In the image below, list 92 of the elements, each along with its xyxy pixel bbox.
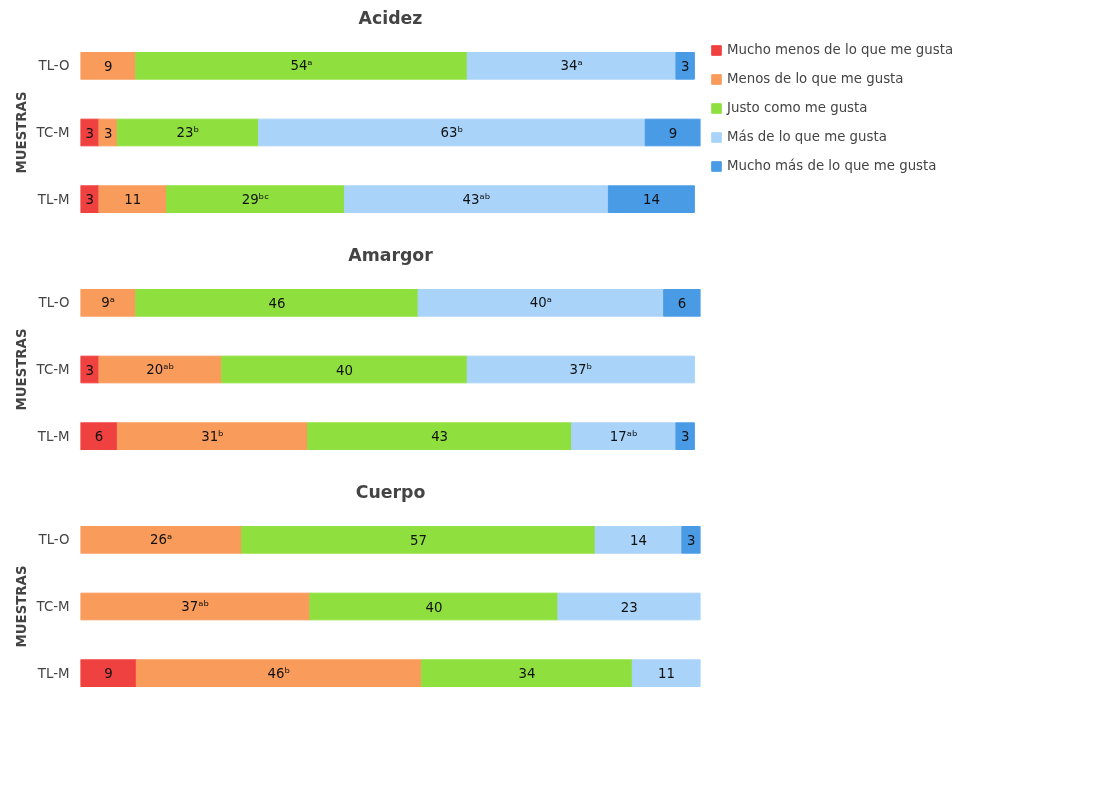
data-label: 11 bbox=[657, 666, 675, 682]
bar bbox=[343, 185, 609, 213]
y-axis-title: MUESTRAS bbox=[13, 565, 29, 648]
chart-title: Amargor bbox=[348, 244, 434, 265]
legend-label: Mucho más de lo que me gusta bbox=[727, 158, 937, 173]
legend-label: Menos de lo que me gusta bbox=[727, 71, 904, 86]
y-tick-label: TL-M bbox=[36, 665, 70, 681]
bar bbox=[221, 355, 468, 384]
bar bbox=[98, 185, 167, 213]
bar bbox=[417, 289, 665, 317]
bar bbox=[675, 422, 695, 450]
data-label: 40 bbox=[335, 362, 353, 378]
data-label: 3 bbox=[686, 532, 696, 548]
bar bbox=[165, 185, 345, 213]
bar bbox=[663, 289, 701, 317]
bar bbox=[80, 659, 137, 687]
data-label: 34 bbox=[518, 666, 536, 682]
bar bbox=[80, 526, 243, 554]
data-label: 3 bbox=[85, 362, 94, 378]
bar bbox=[98, 355, 223, 384]
bar bbox=[116, 118, 260, 147]
bar bbox=[80, 289, 137, 317]
legend-label: Justo como me gusta bbox=[727, 100, 868, 115]
y-tick-label: TC-M bbox=[35, 362, 70, 377]
data-label: 54ᵃ bbox=[290, 58, 313, 74]
bar bbox=[607, 185, 695, 213]
y-axis-title: MUESTRAS bbox=[13, 91, 29, 174]
chart-title: Cuerpo bbox=[355, 481, 426, 502]
data-label: 26ᵃ bbox=[150, 532, 173, 548]
data-label: 9ᵃ bbox=[101, 295, 115, 311]
data-label: 3 bbox=[680, 429, 690, 445]
bar bbox=[80, 592, 311, 621]
data-label: 23ᵇ bbox=[176, 125, 200, 140]
data-label: 3 bbox=[85, 125, 94, 141]
data-label: 40 bbox=[425, 599, 443, 615]
data-label: 43ᵃᵇ bbox=[462, 191, 491, 207]
legend-label: Más de lo que me gusta bbox=[727, 129, 887, 144]
legend-label: Mucho menos de lo que me gusta bbox=[727, 42, 954, 57]
bar bbox=[571, 422, 677, 450]
data-label: 14 bbox=[642, 192, 660, 208]
bar bbox=[116, 422, 309, 450]
bar bbox=[421, 659, 633, 687]
data-label: 46ᵇ bbox=[267, 665, 291, 681]
bar bbox=[631, 659, 701, 687]
chart-title: Acidez bbox=[358, 7, 423, 28]
data-label: 14 bbox=[630, 532, 647, 548]
bar bbox=[675, 52, 695, 80]
bar bbox=[681, 526, 701, 554]
data-label: 3 bbox=[85, 192, 94, 208]
data-label: 29ᵇᶜ bbox=[241, 191, 270, 207]
data-label: 20ᵃᵇ bbox=[146, 362, 175, 377]
data-label: 37ᵇ bbox=[569, 362, 593, 377]
y-tick-label: TL-M bbox=[36, 428, 70, 444]
data-label: 9 bbox=[103, 58, 113, 74]
bar bbox=[258, 118, 646, 147]
bar bbox=[307, 422, 573, 450]
data-label: 9 bbox=[104, 666, 113, 682]
bar bbox=[309, 592, 559, 621]
y-tick-label: TL-O bbox=[37, 295, 70, 311]
data-label: 40ᵃ bbox=[529, 295, 552, 311]
data-label: 11 bbox=[124, 192, 142, 208]
bar bbox=[135, 52, 468, 80]
data-label: 17ᵃᵇ bbox=[609, 428, 638, 444]
data-label: 9 bbox=[668, 125, 678, 141]
data-label: 34ᵃ bbox=[560, 58, 583, 74]
data-label: 57 bbox=[409, 532, 427, 548]
data-label: 6 bbox=[94, 429, 104, 445]
bar bbox=[80, 422, 118, 450]
bar bbox=[466, 52, 677, 80]
bar bbox=[644, 118, 701, 147]
data-label: 37ᵃᵇ bbox=[181, 599, 210, 614]
data-label: 43 bbox=[431, 429, 449, 445]
data-label: 6 bbox=[677, 295, 687, 311]
data-label: 31ᵇ bbox=[201, 428, 224, 444]
bar bbox=[241, 526, 596, 554]
bar bbox=[594, 526, 683, 554]
y-axis-title: MUESTRAS bbox=[13, 328, 29, 411]
data-label: 63ᵇ bbox=[440, 125, 464, 140]
data-label: 3 bbox=[103, 125, 113, 141]
bar bbox=[135, 659, 422, 687]
data-label: 3 bbox=[680, 58, 690, 74]
data-label: 46 bbox=[268, 295, 286, 311]
bar bbox=[135, 289, 419, 317]
y-tick-label: TL-O bbox=[37, 58, 70, 74]
bar bbox=[557, 592, 701, 621]
y-tick-label: TL-O bbox=[37, 532, 70, 548]
y-tick-label: TL-M bbox=[36, 191, 70, 207]
y-tick-label: TC-M bbox=[35, 125, 70, 140]
y-tick-label: TC-M bbox=[35, 599, 70, 614]
bar bbox=[80, 52, 137, 80]
bar bbox=[466, 355, 695, 384]
data-label: 23 bbox=[620, 599, 638, 615]
